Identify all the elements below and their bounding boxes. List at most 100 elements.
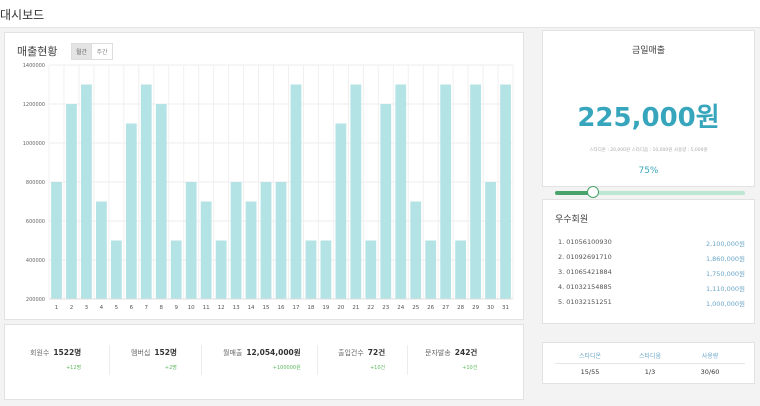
today-sales-title: 금일매출	[631, 46, 666, 56]
x-tick-label: 27	[442, 305, 449, 311]
top-bar: 대시보드	[0, 0, 760, 28]
divider	[317, 345, 318, 375]
bar	[425, 240, 437, 299]
usage-card: 스타디온 15/55 스타디움 1/3 사용량 30/60	[542, 342, 755, 384]
stat-members: 회원수 1522명 +12명	[30, 347, 81, 377]
divider	[109, 345, 110, 375]
bar	[260, 182, 272, 299]
bar	[290, 84, 302, 299]
usage-stadion: 스타디온 15/55	[560, 351, 620, 376]
usage-label: 스타디온	[578, 353, 602, 360]
bar	[500, 84, 511, 299]
x-tick-label: 21	[352, 305, 359, 311]
bar	[485, 182, 496, 299]
y-tick-label: 600000	[26, 219, 45, 225]
bar	[455, 240, 467, 299]
stat-sms-sent: 문자발송 242건 +10건	[425, 347, 477, 377]
chart-title: 매출현황	[17, 45, 58, 58]
usage-value: 30/60	[700, 368, 720, 376]
y-tick-label: 200000	[26, 297, 45, 303]
x-tick-label: 16	[278, 305, 285, 311]
divider	[407, 345, 408, 375]
x-tick-label: 11	[203, 305, 210, 311]
bar	[51, 182, 62, 299]
x-tick-label: 12	[218, 305, 225, 311]
x-tick-label: 2	[70, 305, 74, 311]
stat-delta: +10건	[462, 365, 478, 371]
bar	[350, 84, 362, 299]
stat-label: 월매출	[223, 349, 243, 357]
bar	[170, 240, 182, 299]
vip-amount: 1,110,000원	[705, 285, 745, 293]
stat-delta: +2명	[164, 365, 177, 371]
usage-label: 사용량	[701, 353, 719, 360]
vip-amount: 2,100,000원	[705, 240, 745, 248]
bar	[200, 201, 212, 299]
x-tick-label: 6	[130, 305, 134, 311]
vip-row[interactable]: 3. 01065421884 1,750,000원	[555, 268, 745, 280]
bar	[215, 240, 227, 299]
x-tick-label: 15	[263, 305, 270, 311]
bar	[66, 104, 77, 299]
stat-value: 242건	[454, 348, 478, 357]
vip-amount: 1,860,000원	[705, 255, 745, 263]
page-title: 대시보드	[0, 8, 45, 22]
y-tick-label: 1200000	[23, 102, 45, 108]
vip-phone: 3. 01065421884	[558, 268, 612, 276]
y-tick-label: 800000	[26, 180, 45, 186]
bar	[125, 123, 137, 299]
x-tick-label: 17	[292, 305, 299, 311]
vip-row[interactable]: 5. 01032151251 1,000,000원	[555, 298, 745, 310]
vip-row[interactable]: 1. 01056100930 2,100,000원	[555, 238, 745, 250]
divider	[201, 345, 202, 375]
stat-label: 회원수	[30, 349, 50, 357]
stat-value: 12,054,000원	[246, 348, 301, 357]
stat-value: 72건	[367, 348, 386, 357]
x-tick-label: 24	[397, 305, 404, 311]
sales-breakdown: 스타디온 : 20,000원 스타디움 : 10,000원 사용량 : 5,00…	[589, 148, 708, 153]
x-tick-label: 31	[502, 305, 509, 311]
stat-label: 문자발송	[425, 349, 451, 357]
x-tick-label: 23	[382, 305, 389, 311]
x-tick-label: 22	[367, 305, 374, 311]
bar	[380, 104, 392, 299]
stat-delta: +100000원	[272, 365, 301, 371]
today-sales-amount: 225,000원	[577, 103, 720, 133]
bar	[155, 104, 167, 299]
bar	[365, 240, 377, 299]
x-tick-label: 9	[174, 305, 178, 311]
x-tick-label: 3	[85, 305, 89, 311]
x-tick-label: 13	[233, 305, 240, 311]
usage-label: 스타디움	[638, 353, 662, 360]
bar	[81, 84, 92, 299]
divider	[555, 363, 745, 364]
bar	[245, 201, 257, 299]
x-tick-label: 1	[55, 305, 59, 311]
weekly-toggle-button[interactable]: 주간	[91, 43, 113, 60]
sales-progress-slider[interactable]	[555, 186, 745, 198]
bar	[185, 182, 197, 299]
vip-row[interactable]: 2. 01092691710 1,860,000원	[555, 253, 745, 265]
usage-stadium: 스타디움 1/3	[620, 351, 680, 376]
stat-entries: 출입건수 72건 +10건	[338, 347, 385, 377]
x-tick-label: 18	[307, 305, 314, 311]
vip-row[interactable]: 4. 01032154885 1,110,000원	[555, 283, 745, 295]
y-tick-label: 1000000	[23, 141, 45, 147]
y-tick-label: 400000	[26, 258, 45, 264]
x-tick-label: 25	[412, 305, 419, 311]
bar	[305, 240, 317, 299]
bar	[335, 123, 347, 299]
sales-chart-card: 매출현황 월간 주간 1400000 1200000 1000000 800000 60…	[4, 32, 524, 320]
today-sales-card: 금일매출 225,000원 스타디온 : 20,000원 스타디움 : 10,0…	[542, 30, 755, 198]
vip-title: 우수회원	[555, 215, 589, 225]
bar	[320, 240, 332, 299]
stat-label: 멤버십	[131, 349, 151, 357]
vip-phone: 5. 01032151251	[558, 298, 612, 306]
vip-phone: 2. 01092691710	[558, 253, 612, 261]
bar	[140, 84, 152, 299]
x-tick-label: 14	[248, 305, 255, 311]
bar	[230, 182, 242, 299]
x-tick-label: 30	[487, 305, 494, 311]
progress-fill	[555, 191, 593, 195]
slider-thumb[interactable]	[587, 186, 599, 198]
